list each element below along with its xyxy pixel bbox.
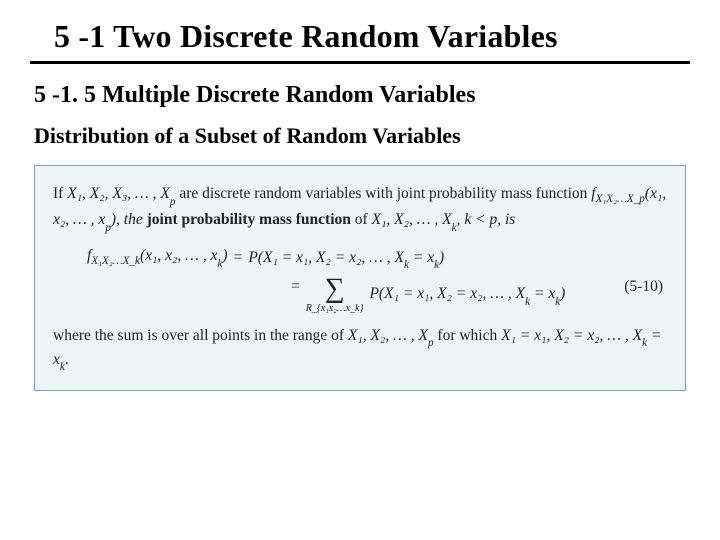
intro-after-bold: of bbox=[351, 211, 372, 228]
summation-icon: ∑ R_{x₁x₂…x_k} bbox=[306, 275, 364, 314]
intro-bold-term: joint probability mass function bbox=[147, 211, 351, 228]
intro-subset-vars: X₁, X₂, … , Xk bbox=[372, 211, 457, 228]
where-mid: for which bbox=[434, 327, 502, 344]
definition-box: If X₁, X₂, X₃, … , Xp are discrete rando… bbox=[34, 165, 686, 391]
where-vars: X₁, X₂, … , Xp bbox=[348, 327, 434, 344]
where-pre: where the sum is over all points in the … bbox=[53, 327, 348, 344]
eq-equals-1: = bbox=[228, 246, 249, 270]
intro-text: If bbox=[53, 185, 67, 202]
equation-tag: (5-10) bbox=[606, 275, 667, 299]
intro-vars: X₁, X₂, X₃, … , Xp bbox=[67, 185, 175, 202]
subtitle-heading: Distribution of a Subset of Random Varia… bbox=[30, 123, 690, 149]
eq-equals-2: = bbox=[285, 275, 306, 299]
eq-lhs: fX₁X₂…X_k(x₁, x₂, … , xk) bbox=[53, 244, 228, 270]
title-rule bbox=[30, 61, 690, 64]
eq-rhs-2: ∑ R_{x₁x₂…x_k} P(X₁ = x₁, X₂ = x₂, … , X… bbox=[306, 275, 607, 314]
eq-rhs-1: P(X₁ = x₁, X₂ = x₂, … , Xk = xk) bbox=[248, 246, 667, 270]
equation-block: fX₁X₂…X_k(x₁, x₂, … , xk) = P(X₁ = x₁, X… bbox=[53, 244, 667, 313]
definition-intro: If X₁, X₂, X₃, … , Xp are discrete rando… bbox=[53, 182, 667, 232]
page-title: 5 -1 Two Discrete Random Variables bbox=[30, 18, 690, 55]
where-close: . bbox=[65, 351, 69, 368]
equation-row-2: = ∑ R_{x₁x₂…x_k} P(X₁ = x₁, X₂ = x₂, … ,… bbox=[53, 275, 667, 314]
subsection-heading: 5 -1. 5 Multiple Discrete Random Variabl… bbox=[30, 82, 690, 109]
definition-where: where the sum is over all points in the … bbox=[53, 324, 667, 372]
intro-tail: , k < p, is bbox=[457, 211, 516, 228]
equation-row-1: fX₁X₂…X_k(x₁, x₂, … , xk) = P(X₁ = x₁, X… bbox=[53, 244, 667, 270]
intro-mid: are discrete random variables with joint… bbox=[175, 185, 591, 202]
